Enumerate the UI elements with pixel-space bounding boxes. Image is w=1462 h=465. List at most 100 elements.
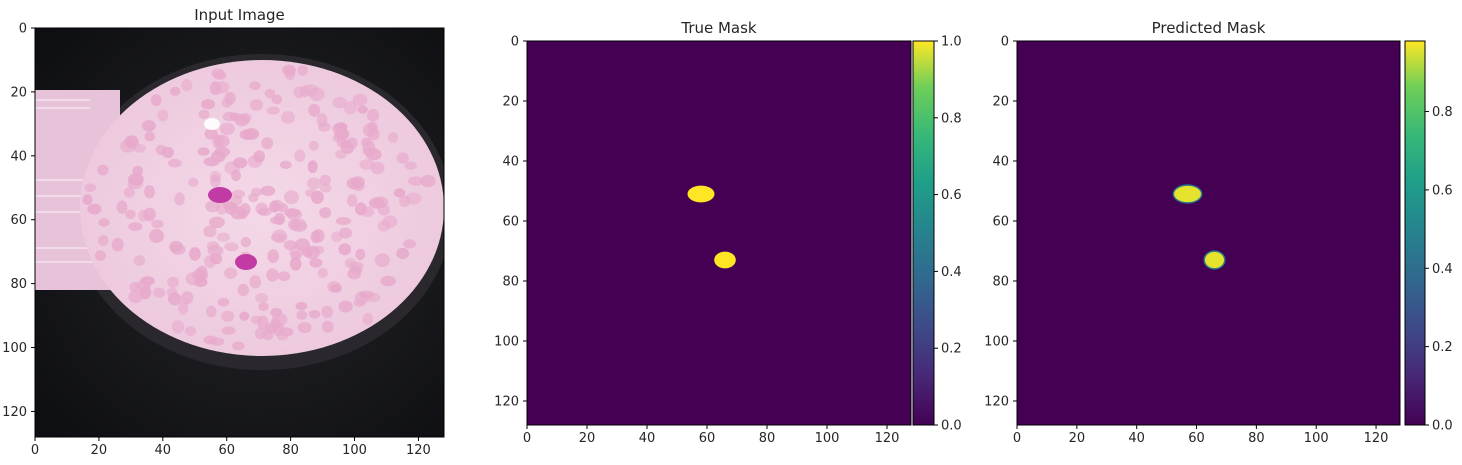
blood-cell bbox=[289, 257, 302, 271]
blood-cell bbox=[330, 283, 342, 293]
blood-cell bbox=[181, 79, 193, 92]
mask-blob bbox=[714, 251, 736, 269]
y-tick-label: 120 bbox=[2, 405, 27, 420]
true-mask-axes: 0 20 40 60 80 100 120 0 20 40 60 80 100 120 bbox=[494, 35, 899, 447]
blood-cell bbox=[357, 105, 368, 114]
x-tick-label: 60 bbox=[699, 431, 716, 446]
y-tick-label: 120 bbox=[984, 395, 1009, 410]
colorbar-tick-label: 1.0 bbox=[941, 35, 962, 50]
blood-cell bbox=[98, 235, 109, 246]
x-tick-label: 80 bbox=[282, 443, 299, 458]
blood-cell bbox=[309, 87, 325, 102]
blood-cell bbox=[188, 177, 199, 187]
blood-cell bbox=[380, 275, 397, 287]
blood-cell bbox=[240, 112, 252, 123]
blood-cell bbox=[206, 305, 217, 318]
blood-cell bbox=[297, 322, 312, 334]
blood-cell bbox=[144, 131, 155, 142]
x-tick-label: 20 bbox=[579, 431, 596, 446]
blood-cell bbox=[280, 111, 296, 124]
blood-cell bbox=[396, 152, 409, 164]
input-image-axes: 0 20 40 60 80 100 120 0 20 40 60 80 100 120 bbox=[2, 22, 431, 459]
predicted-mask-panel: Predicted Mask 0 20 40 60 80 100 120 0 20 40 60 80 1… bbox=[984, 19, 1453, 446]
blood-cell bbox=[266, 268, 279, 282]
blood-cell bbox=[149, 229, 164, 243]
blood-cell bbox=[258, 302, 269, 312]
blood-cell bbox=[207, 245, 224, 257]
blood-cell bbox=[332, 134, 345, 143]
blood-cell bbox=[249, 99, 264, 111]
blood-cell bbox=[355, 202, 367, 216]
blood-cell bbox=[169, 241, 184, 252]
blood-cell bbox=[355, 248, 366, 261]
blood-cell bbox=[271, 312, 288, 327]
blood-cell bbox=[270, 233, 287, 242]
blood-cell bbox=[271, 94, 283, 105]
x-tick-label: 40 bbox=[639, 431, 656, 446]
blood-cell bbox=[338, 243, 352, 256]
blood-cell bbox=[346, 194, 358, 207]
blood-cell bbox=[362, 123, 378, 137]
blood-cell bbox=[111, 237, 124, 252]
blood-cell bbox=[116, 200, 128, 214]
blood-cell bbox=[299, 85, 310, 98]
blood-cell bbox=[295, 302, 308, 311]
y-tick-label: 20 bbox=[502, 95, 519, 110]
blood-cell bbox=[393, 188, 406, 198]
predicted-mask-title: Predicted Mask bbox=[1152, 19, 1266, 37]
input-image-panel: Input Image 0 20 40 60 80 100 120 0 20 40 60 bbox=[2, 6, 445, 459]
blood-cell bbox=[255, 202, 269, 215]
blood-cell bbox=[128, 173, 144, 186]
blood-cell bbox=[197, 147, 210, 156]
blood-cell bbox=[167, 276, 179, 288]
blood-cell bbox=[294, 149, 306, 163]
blood-cell bbox=[98, 218, 110, 227]
true-mask-panel: True Mask 0 20 40 60 80 100 120 0 20 40 60 80 100 120… bbox=[494, 19, 962, 446]
blood-cell bbox=[367, 109, 380, 122]
x-tick-label: 0 bbox=[523, 431, 531, 446]
blood-cell bbox=[261, 137, 274, 150]
y-tick-label: 120 bbox=[494, 395, 519, 410]
blood-cell bbox=[335, 217, 352, 226]
y-tick-label: 80 bbox=[10, 277, 27, 292]
blood-cell bbox=[284, 67, 296, 81]
blood-cell bbox=[224, 161, 241, 175]
blood-cell bbox=[321, 305, 334, 319]
blood-cell bbox=[82, 194, 93, 206]
x-tick-label: 40 bbox=[155, 443, 172, 458]
colorbar-tick-label: 0.4 bbox=[941, 265, 962, 280]
blood-cell bbox=[224, 242, 239, 252]
blood-cell bbox=[144, 185, 155, 199]
input-image-frame bbox=[34, 27, 445, 438]
blood-cell bbox=[310, 230, 321, 244]
blood-cell bbox=[267, 249, 280, 264]
blood-cell bbox=[264, 88, 276, 99]
blood-cell bbox=[219, 122, 235, 135]
mask-blob bbox=[1204, 251, 1225, 269]
predicted-mask-colorbar-ticks: 0.0 0.2 0.4 0.6 0.8 bbox=[1425, 105, 1453, 434]
blood-cell bbox=[209, 337, 225, 346]
blood-cell bbox=[260, 185, 276, 196]
blood-cell bbox=[279, 327, 294, 337]
blood-cell bbox=[189, 247, 201, 261]
blood-cell bbox=[216, 232, 230, 242]
blood-cell bbox=[249, 81, 261, 91]
blood-cell bbox=[270, 199, 284, 211]
blood-cell bbox=[317, 268, 329, 278]
x-tick-label: 100 bbox=[1304, 431, 1329, 446]
blood-cell bbox=[257, 315, 269, 330]
blood-cell bbox=[310, 190, 324, 204]
blood-cell bbox=[194, 277, 208, 288]
true-mask-colorbar bbox=[912, 40, 935, 426]
blood-cell bbox=[396, 247, 410, 260]
blood-cells bbox=[82, 64, 436, 351]
colorbar-tick-label: 0.8 bbox=[1432, 105, 1453, 120]
y-tick-label: 20 bbox=[992, 95, 1009, 110]
y-tick-label: 80 bbox=[502, 275, 519, 290]
blood-cell bbox=[221, 98, 232, 108]
blood-cell bbox=[350, 176, 365, 188]
blood-cell bbox=[143, 207, 157, 222]
predicted-mask-colorbar bbox=[1404, 40, 1426, 426]
blood-cell bbox=[167, 158, 182, 168]
